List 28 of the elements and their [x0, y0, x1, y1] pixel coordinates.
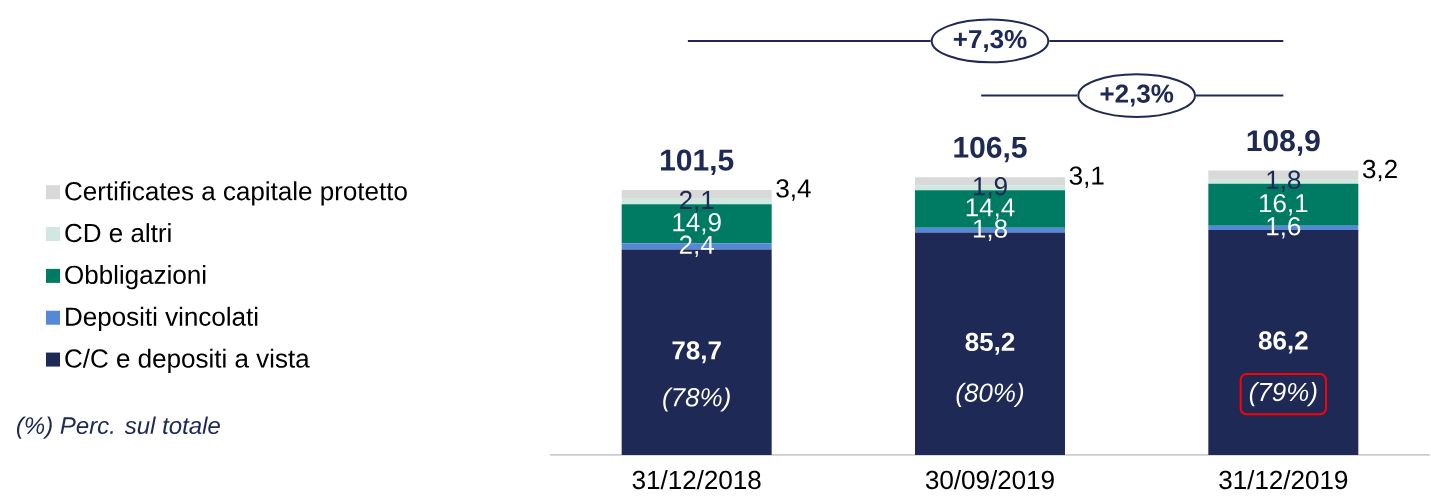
data-label: 16,1: [1260, 193, 1308, 216]
data-label: 86,2: [1258, 331, 1308, 354]
text: (%) Perc. sul totale: [17, 416, 220, 439]
legend-label: C/C e depositi a vista: [65, 348, 310, 373]
data-label: 14,4: [966, 198, 1015, 220]
legend-label: Depositi vincolati: [66, 306, 258, 332]
annotation: (78%): [663, 387, 730, 412]
total-label: 108,9: [1247, 130, 1320, 156]
data-label: 14,9: [673, 213, 721, 235]
data-label: 3,1: [1069, 166, 1104, 188]
data-label: 78,7: [672, 341, 721, 364]
total-label: 101,5: [661, 149, 734, 176]
legend-label: Obbligazioni: [65, 264, 206, 290]
text: +7,3%: [953, 29, 1027, 53]
x-tick-label: 31/12/2018: [632, 470, 761, 490]
data-label: 3,4: [776, 179, 811, 201]
legend-label: CD e altri: [65, 223, 171, 243]
data-label: 1,6: [1267, 217, 1301, 239]
data-label: 1,8: [973, 219, 1007, 241]
annotation: (80%): [956, 382, 1024, 408]
total-label: 106,5: [954, 136, 1027, 163]
legend-label: Certificates a capitale protetto: [65, 181, 407, 206]
annotation: (79%): [1249, 382, 1317, 407]
x-tick-label: 31/12/2019: [1219, 470, 1348, 490]
text: +2,3%: [1100, 84, 1174, 107]
data-label: 85,2: [965, 332, 1015, 355]
data-label: 3,2: [1362, 159, 1397, 182]
x-tick-label: 30/09/2019: [925, 470, 1054, 490]
